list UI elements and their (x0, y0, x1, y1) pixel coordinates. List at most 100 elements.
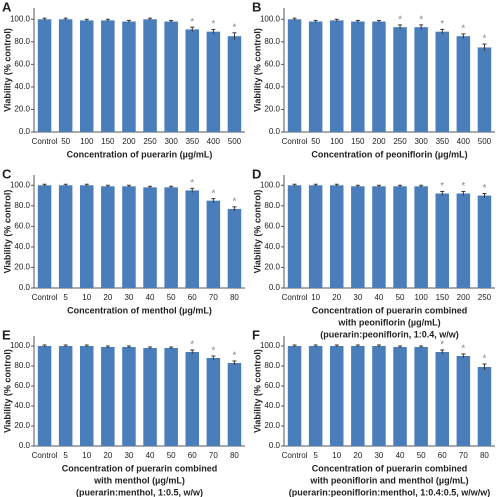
y-tick-label: 20.0 (14, 421, 30, 430)
x-tick-label: 50 (417, 451, 426, 460)
bar (308, 21, 323, 132)
bar (206, 358, 221, 446)
x-tick-label: 50 (396, 293, 405, 302)
x-axis-label: Concentration of peoniflorin (µg/mL) (311, 149, 467, 159)
bar (37, 346, 52, 446)
bar (477, 367, 492, 446)
bar (185, 190, 200, 288)
bar (308, 185, 323, 288)
y-tick-label: 100.0 (260, 341, 281, 350)
x-tick-label: 200 (122, 137, 136, 146)
y-tick-label: 80.0 (264, 361, 280, 370)
x-axis-label: with peoniflorin and menthol (µg/mL) (309, 475, 468, 485)
bar (372, 186, 386, 288)
bar (372, 21, 386, 132)
bar (414, 347, 428, 446)
bar (287, 19, 302, 132)
x-tick-label: 20 (353, 451, 362, 460)
significance-marker: * (211, 346, 215, 357)
x-tick-label: Control (282, 451, 308, 460)
bar (37, 19, 52, 132)
x-axis-label: Concentration of puerarin (µg/mL) (67, 149, 213, 159)
y-tick-label: 40.0 (14, 242, 30, 251)
y-tick-label: 40.0 (14, 401, 30, 410)
significance-marker: * (232, 351, 236, 362)
x-tick-label: 500 (228, 137, 242, 146)
x-tick-label: 250 (143, 137, 157, 146)
x-tick-label: 5 (313, 451, 318, 460)
y-tick-label: 80.0 (14, 361, 30, 370)
bar (79, 20, 94, 132)
x-axis-label: Concentration of puerarin combined (312, 463, 468, 473)
x-tick-label: Control (282, 293, 308, 302)
x-tick-label: 30 (124, 451, 133, 460)
bar (393, 27, 407, 133)
significance-marker: * (440, 181, 444, 192)
x-tick-label: 250 (393, 137, 407, 146)
bar (227, 208, 242, 288)
bar (79, 346, 94, 446)
x-tick-label: 100 (330, 137, 344, 146)
x-tick-label: 350 (436, 137, 450, 146)
y-tick-label: 0.0 (269, 283, 281, 292)
bar (185, 352, 200, 446)
significance-marker: * (190, 178, 194, 189)
x-tick-label: 70 (209, 293, 218, 302)
x-axis-label: Concentration of puerarin combined (62, 463, 218, 473)
x-tick-label: 20 (332, 293, 341, 302)
x-tick-label: 150 (436, 293, 450, 302)
significance-marker: * (440, 19, 444, 30)
bar (329, 185, 344, 288)
x-tick-label: 10 (311, 293, 320, 302)
x-tick-label: Control (282, 137, 308, 146)
y-tick-label: 100.0 (260, 180, 281, 189)
bar (393, 347, 407, 446)
x-tick-label: 300 (414, 137, 428, 146)
y-tick-label: 100.0 (10, 14, 31, 23)
y-axis-label: Viability (% control) (2, 190, 12, 274)
x-axis-label: (puerarin:peoniflorin:menthol, 1:0.4:0.5… (289, 487, 491, 497)
significance-marker: * (190, 17, 194, 28)
bar (477, 47, 492, 132)
bar (477, 195, 492, 288)
y-tick-label: 20.0 (264, 421, 280, 430)
bar (393, 186, 407, 288)
y-tick-label: 0.0 (269, 127, 281, 136)
significance-marker: * (482, 34, 486, 45)
significance-marker: * (211, 19, 215, 30)
y-tick-label: 80.0 (264, 201, 280, 210)
bar (414, 186, 428, 288)
panel-label: C (2, 166, 12, 181)
x-tick-label: 30 (124, 293, 133, 302)
x-tick-label: 30 (374, 451, 383, 460)
significance-marker: * (440, 340, 444, 351)
x-tick-label: 60 (188, 451, 197, 460)
significance-marker: * (398, 15, 402, 26)
y-tick-label: 100.0 (10, 341, 31, 350)
x-axis-label: Concentration of puerarin combined (312, 305, 468, 315)
x-tick-label: 80 (230, 451, 239, 460)
bar (414, 27, 428, 133)
x-tick-label: 10 (82, 293, 91, 302)
x-tick-label: 70 (459, 451, 468, 460)
significance-marker: * (482, 354, 486, 365)
y-axis-label: Viability (% control) (2, 349, 12, 433)
y-tick-label: 40.0 (264, 242, 280, 251)
x-tick-label: 150 (101, 137, 115, 146)
bar (308, 346, 323, 446)
y-tick-label: 0.0 (269, 441, 281, 450)
significance-marker: * (461, 344, 465, 355)
x-tick-label: 400 (207, 137, 221, 146)
bar (164, 187, 178, 288)
significance-marker: * (211, 188, 215, 199)
significance-marker: * (190, 340, 194, 351)
y-tick-label: 20.0 (264, 263, 280, 272)
x-tick-label: 200 (372, 137, 386, 146)
significance-marker: * (232, 196, 236, 207)
x-tick-label: 150 (351, 137, 365, 146)
y-tick-label: 20.0 (14, 105, 30, 114)
y-tick-label: 60.0 (264, 221, 280, 230)
x-tick-label: 10 (332, 451, 341, 460)
significance-marker: * (461, 24, 465, 35)
